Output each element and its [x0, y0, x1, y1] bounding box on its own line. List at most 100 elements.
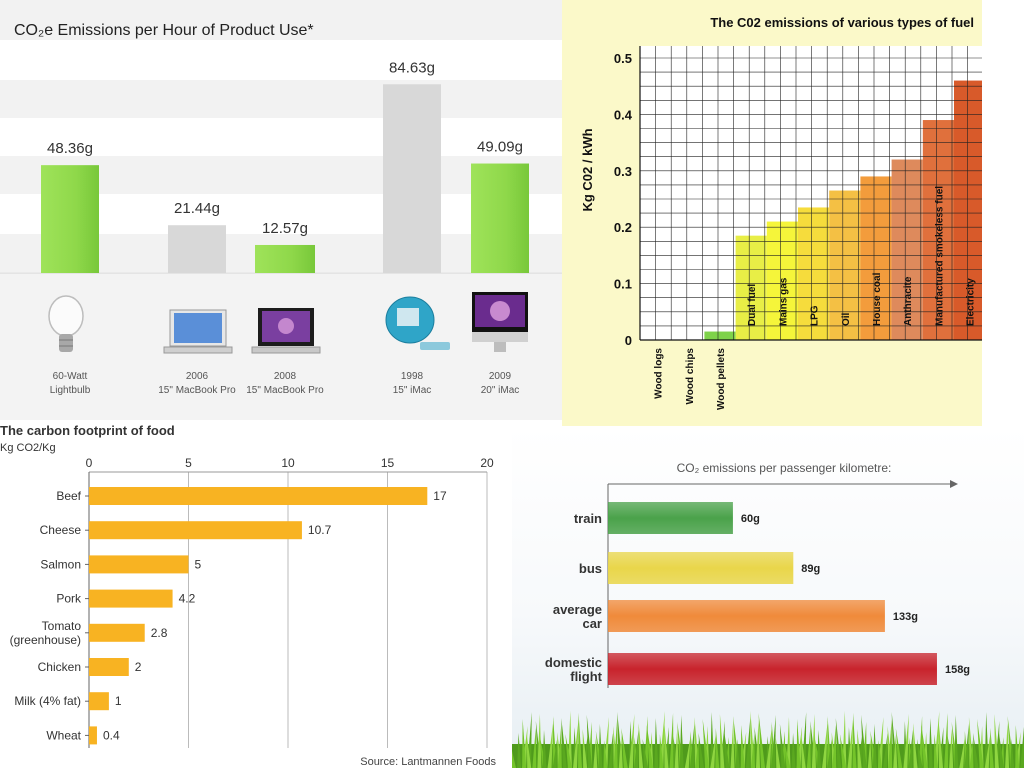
- category-label: Manufactured smokeless fuel: [934, 186, 945, 326]
- category-label: 2009: [489, 371, 512, 382]
- category-label: 1998: [401, 371, 424, 382]
- grass-blade: [613, 719, 618, 768]
- grass-blade: [745, 718, 751, 768]
- category-label: Cheese: [40, 523, 82, 537]
- grass-blade: [664, 720, 669, 768]
- grass-blade: [552, 739, 558, 768]
- y-tick-label: 0.4: [614, 107, 633, 122]
- x-tick-label: 5: [185, 456, 192, 470]
- grass-blade: [526, 735, 532, 768]
- grass-blade: [557, 725, 562, 768]
- y-tick-label: 0.3: [614, 164, 632, 179]
- grass-blade: [695, 740, 699, 768]
- category-label: Wheat: [46, 728, 81, 742]
- data-label: 12.57g: [262, 220, 308, 237]
- data-label: 10.7: [308, 523, 332, 537]
- category-label: Mains gas: [778, 277, 789, 326]
- grass-blade: [832, 725, 837, 768]
- category-label: 2006: [186, 371, 209, 382]
- grass-blade: [628, 714, 635, 768]
- grass-blade: [724, 730, 730, 768]
- grass-blade: [659, 734, 664, 768]
- grass-blade: [583, 736, 588, 768]
- category-label: car: [582, 616, 602, 631]
- background-stripe: [0, 80, 562, 118]
- category-label: LPG: [810, 305, 821, 326]
- bar-4: [471, 163, 529, 273]
- grass-blade: [878, 740, 882, 768]
- grass-blade: [621, 728, 628, 768]
- category-label: Wood logs: [654, 348, 665, 399]
- data-label: 2.8: [151, 626, 168, 640]
- grass-blade: [750, 734, 755, 768]
- data-label: 89g: [801, 563, 820, 575]
- bar-8: [891, 159, 923, 340]
- product-use-panel: CO₂e Emissions per Hour of Product Use* 4…: [0, 0, 562, 420]
- grass-blade: [989, 728, 994, 768]
- bar-1: [89, 521, 302, 540]
- grass-blade: [669, 713, 674, 768]
- grass-blade: [617, 712, 623, 768]
- grass-blade: [872, 724, 877, 768]
- grass-blade: [1010, 739, 1015, 768]
- grass-blade: [921, 725, 928, 768]
- x-tick-label: 20: [480, 456, 494, 470]
- screen-glow: [490, 301, 510, 321]
- grass-blade: [766, 729, 772, 768]
- grass-blade: [618, 735, 623, 768]
- grass-decoration: [512, 711, 1024, 768]
- background-stripe: [0, 0, 562, 40]
- data-label: 4.2: [179, 592, 196, 606]
- grass-blade: [532, 728, 537, 768]
- chart-title: The carbon footprint of food: [0, 423, 175, 438]
- grass-blade: [895, 728, 903, 768]
- macbook-2008-icon: [251, 308, 321, 354]
- product-use-chart: CO₂e Emissions per Hour of Product Use* 4…: [0, 0, 562, 420]
- bar-2: [89, 555, 189, 574]
- grass-blade: [586, 715, 593, 768]
- category-label: 15" iMac: [393, 385, 432, 396]
- grass-blade: [779, 724, 786, 768]
- category-label: (greenhouse): [10, 633, 81, 647]
- grass-blade: [756, 720, 760, 768]
- category-label: Wood pellets: [716, 348, 727, 410]
- bar-6: [829, 190, 861, 340]
- grass-blade: [542, 730, 547, 768]
- bar-2: [704, 331, 736, 340]
- grass-blade: [638, 723, 644, 768]
- category-label: Beef: [56, 489, 81, 503]
- imac-2009-icon: [472, 292, 528, 352]
- grass-blade: [977, 719, 984, 768]
- grass-blade: [806, 728, 811, 768]
- grass-blade: [908, 730, 913, 768]
- grass-blade: [573, 720, 579, 768]
- imac-1998-icon: [385, 296, 450, 350]
- screen-glow: [278, 318, 294, 334]
- x-tick-label: 0: [86, 456, 93, 470]
- grass-blade: [598, 724, 603, 768]
- grass-blade: [719, 714, 725, 768]
- grass-blade: [801, 735, 806, 768]
- imac-keyboard: [420, 342, 450, 350]
- category-label: Oil: [841, 312, 852, 326]
- grass-blade: [839, 734, 847, 768]
- grass-blade: [857, 729, 862, 768]
- food-panel: The carbon footprint of food Kg CO2/Kg 0 5 1…: [0, 420, 512, 768]
- grass-blade: [811, 714, 816, 768]
- grass-blade: [557, 732, 562, 768]
- y-axis-label: Kg C02 / kWh: [580, 128, 595, 211]
- category-label: Electricity: [966, 278, 977, 326]
- bar-3: [89, 589, 173, 608]
- y-tick-label: 0.5: [614, 51, 632, 66]
- grass-blade: [547, 723, 554, 768]
- grass-blade: [903, 714, 909, 768]
- grass-blade: [634, 730, 639, 768]
- x-tick-label: 15: [381, 456, 395, 470]
- imac-screen: [397, 308, 419, 326]
- bulb-glass: [48, 295, 84, 337]
- grass-blade: [698, 733, 705, 768]
- category-label: 15" MacBook Pro: [158, 385, 236, 396]
- grass-blade: [984, 735, 991, 768]
- grass-blade: [758, 713, 766, 768]
- bar-4: [89, 623, 145, 642]
